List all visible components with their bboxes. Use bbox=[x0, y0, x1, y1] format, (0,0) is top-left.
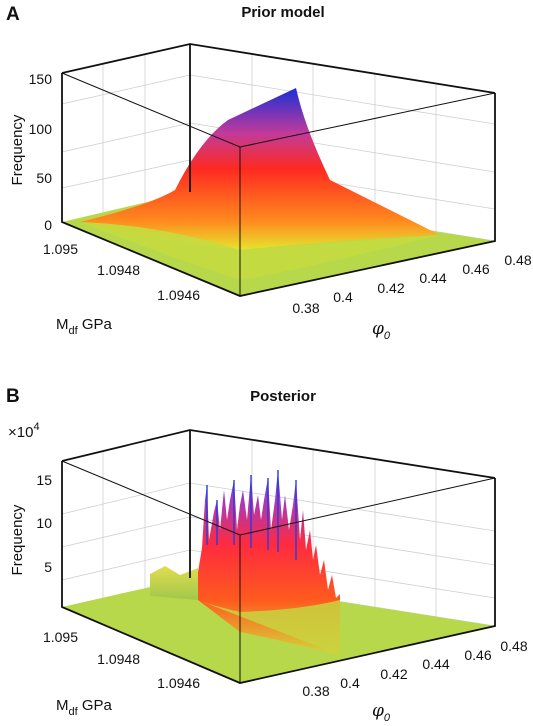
z-tick-label: 10 bbox=[36, 515, 52, 531]
z-tick-label: 150 bbox=[29, 71, 53, 87]
y-tick-label: 0.4 bbox=[333, 289, 353, 305]
x-tick-label: 1.095 bbox=[43, 629, 78, 645]
y-tick-label: 0.38 bbox=[302, 683, 329, 699]
x-tick-label: 1.0946 bbox=[157, 287, 200, 303]
y-tick-label: 0.46 bbox=[462, 261, 489, 277]
y-tick-label: 0.42 bbox=[377, 280, 404, 296]
panel-a-x-label: Mdf GPa bbox=[56, 316, 113, 337]
y-tick-label: 0.42 bbox=[380, 666, 407, 682]
z-tick-label: 100 bbox=[29, 121, 53, 137]
panel-a-y-label: φ0 bbox=[372, 319, 391, 342]
panel-a-peak bbox=[80, 88, 440, 250]
panel-a-x-ticks: 1.095 1.0948 1.0946 bbox=[43, 241, 200, 303]
z-tick-label: 0 bbox=[44, 217, 52, 233]
panel-a-z-ticks: 150 100 50 0 bbox=[29, 71, 53, 233]
panel-b-x-ticks: 1.095 1.0948 1.0946 bbox=[43, 629, 200, 691]
x-tick-label: 1.0948 bbox=[97, 651, 140, 667]
panel-a: A Prior model 150 100 50 bbox=[6, 4, 532, 342]
panel-b-z-ticks: 15 10 5 bbox=[36, 472, 52, 575]
y-tick-label: 0.44 bbox=[419, 270, 446, 286]
panel-b-y-label: φ0 bbox=[372, 701, 391, 724]
panel-b: B Posterior ×104 15 bbox=[6, 386, 528, 724]
panel-b-z-label: Frequency bbox=[9, 504, 26, 575]
panel-b-x-label: Mdf GPa bbox=[56, 697, 113, 718]
panel-a-title: Prior model bbox=[241, 4, 324, 21]
y-tick-label: 0.4 bbox=[340, 675, 360, 691]
panel-a-peak-front bbox=[80, 222, 440, 280]
y-tick-label: 0.48 bbox=[504, 252, 531, 268]
y-tick-label: 0.46 bbox=[464, 647, 491, 663]
panel-b-letter: B bbox=[6, 386, 20, 407]
panel-b-y-ticks: 0.38 0.4 0.42 0.44 0.46 0.48 bbox=[302, 638, 527, 699]
z-tick-label: 5 bbox=[44, 559, 52, 575]
z-tick-label: 50 bbox=[36, 170, 52, 186]
panel-a-letter: A bbox=[6, 4, 20, 25]
panel-b-surface bbox=[62, 470, 495, 683]
y-tick-label: 0.38 bbox=[292, 300, 319, 316]
panel-b-frame bbox=[61, 429, 496, 684]
y-tick-label: 0.44 bbox=[422, 656, 449, 672]
x-tick-label: 1.0948 bbox=[97, 262, 140, 278]
panel-b-title: Posterior bbox=[250, 388, 316, 405]
panel-a-y-ticks: 0.38 0.4 0.42 0.44 0.46 0.48 bbox=[292, 252, 531, 316]
panel-b-spike-lines bbox=[206, 470, 297, 560]
panel-b-low-plateau bbox=[150, 566, 198, 600]
panel-b-spike-front bbox=[198, 600, 340, 655]
panel-a-frame bbox=[61, 43, 496, 297]
panel-b-z-multiplier: ×104 bbox=[8, 421, 40, 441]
x-tick-label: 1.0946 bbox=[157, 675, 200, 691]
panel-a-z-label: Frequency bbox=[9, 114, 26, 185]
z-tick-label: 15 bbox=[36, 472, 52, 488]
x-tick-label: 1.095 bbox=[43, 241, 78, 257]
y-tick-label: 0.48 bbox=[500, 638, 527, 654]
panel-a-surface bbox=[62, 88, 495, 296]
